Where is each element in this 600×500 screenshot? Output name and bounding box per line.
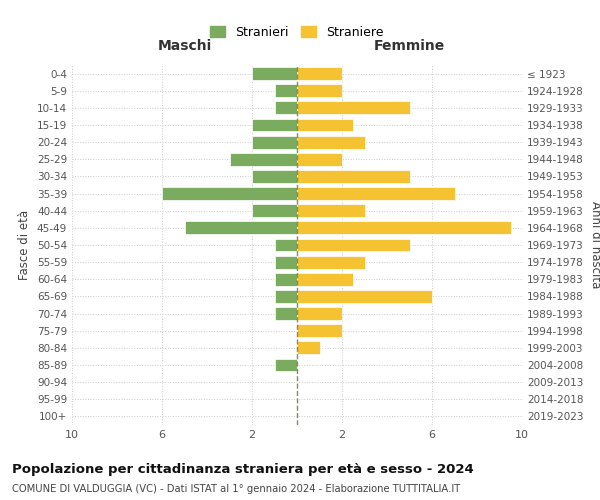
Bar <box>297 170 409 183</box>
Bar <box>252 204 297 217</box>
Bar <box>275 256 297 268</box>
Bar <box>275 102 297 114</box>
Bar <box>275 290 297 303</box>
Bar <box>297 153 342 166</box>
Y-axis label: Fasce di età: Fasce di età <box>19 210 31 280</box>
Bar <box>252 118 297 132</box>
Bar <box>297 67 342 80</box>
Bar <box>185 222 297 234</box>
Legend: Stranieri, Straniere: Stranieri, Straniere <box>205 21 389 44</box>
Bar <box>297 342 320 354</box>
Bar <box>162 187 297 200</box>
Y-axis label: Anni di nascita: Anni di nascita <box>589 202 600 288</box>
Text: COMUNE DI VALDUGGIA (VC) - Dati ISTAT al 1° gennaio 2024 - Elaborazione TUTTITAL: COMUNE DI VALDUGGIA (VC) - Dati ISTAT al… <box>12 484 460 494</box>
Bar <box>297 273 353 285</box>
Bar <box>252 136 297 148</box>
Bar <box>275 358 297 372</box>
Bar <box>252 170 297 183</box>
Bar <box>275 307 297 320</box>
Bar <box>297 307 342 320</box>
Bar <box>297 222 511 234</box>
Bar <box>229 153 297 166</box>
Bar <box>297 256 365 268</box>
Bar <box>297 102 409 114</box>
Text: Maschi: Maschi <box>157 39 212 53</box>
Bar <box>297 136 365 148</box>
Text: Popolazione per cittadinanza straniera per età e sesso - 2024: Popolazione per cittadinanza straniera p… <box>12 462 474 475</box>
Bar <box>297 290 432 303</box>
Bar <box>297 204 365 217</box>
Bar <box>275 84 297 97</box>
Bar <box>297 238 409 252</box>
Bar <box>297 118 353 132</box>
Bar <box>297 187 455 200</box>
Bar <box>252 67 297 80</box>
Bar <box>297 84 342 97</box>
Bar <box>297 324 342 337</box>
Bar <box>275 238 297 252</box>
Text: Femmine: Femmine <box>374 39 445 53</box>
Bar <box>275 273 297 285</box>
